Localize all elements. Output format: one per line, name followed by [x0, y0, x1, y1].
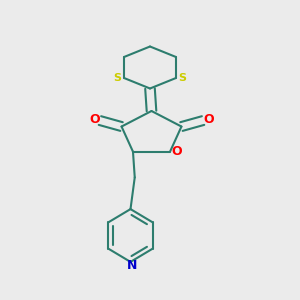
Text: N: N: [127, 259, 137, 272]
Text: O: O: [171, 145, 182, 158]
Text: O: O: [203, 113, 214, 126]
Text: S: S: [178, 73, 187, 83]
Text: S: S: [113, 73, 122, 83]
Text: O: O: [89, 113, 100, 126]
